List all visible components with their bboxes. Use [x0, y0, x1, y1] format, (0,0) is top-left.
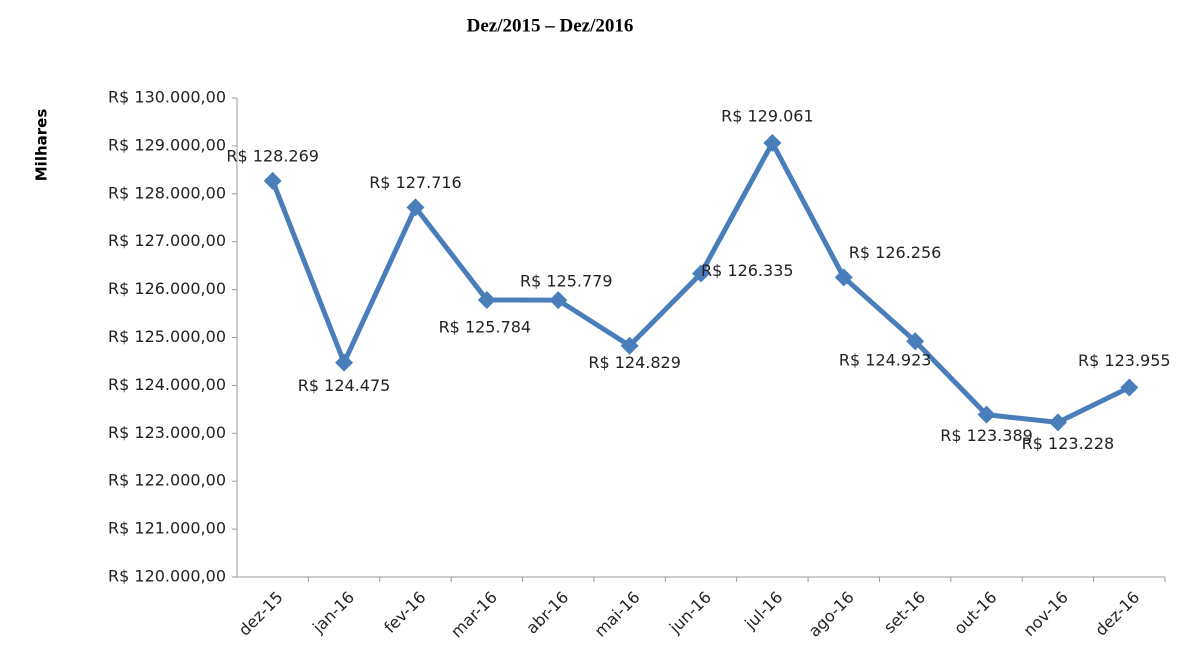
y-tick-label: R$ 122.000,00: [108, 471, 226, 490]
data-label: R$ 124.923: [839, 351, 932, 370]
chart-title: Dez/2015 – Dez/2016: [467, 15, 634, 36]
marker: [549, 291, 568, 310]
x-tick-label: ago-16: [805, 588, 858, 641]
y-tick-label: R$ 128.000,00: [108, 183, 226, 202]
y-tick-label: R$ 123.000,00: [108, 423, 226, 442]
y-tick-label: R$ 124.000,00: [108, 375, 226, 394]
marker: [977, 405, 996, 424]
y-tick-label: R$ 121.000,00: [108, 519, 226, 538]
marker: [406, 198, 425, 217]
x-tick-label: set-16: [880, 588, 929, 637]
marker: [477, 290, 496, 309]
x-tick-label: mar-16: [447, 588, 501, 642]
marker: [1048, 413, 1067, 432]
data-label: R$ 128.269: [226, 146, 319, 165]
marker: [263, 171, 282, 190]
y-tick-label: R$ 126.000,00: [108, 279, 226, 298]
y-axis-title: Milhares: [33, 109, 51, 182]
data-label: R$ 124.475: [298, 376, 391, 395]
x-tick-label: jul-16: [740, 588, 786, 634]
data-label: R$ 126.256: [849, 243, 942, 262]
x-tick-label: dez-16: [1091, 588, 1143, 640]
data-label: R$ 123.228: [1022, 434, 1115, 453]
data-label: R$ 125.779: [520, 272, 613, 291]
data-label: R$ 129.061: [721, 106, 814, 125]
marker: [834, 268, 853, 287]
marker: [692, 264, 710, 283]
x-tick-label: mai-16: [591, 588, 644, 641]
y-tick-label: R$ 125.000,00: [108, 327, 226, 346]
x-tick-label: jun-16: [665, 588, 715, 638]
y-tick-label: R$ 127.000,00: [108, 231, 226, 250]
data-label: R$ 126.335: [701, 261, 794, 280]
x-tick-label: abr-16: [522, 588, 572, 638]
x-tick-label: dez-15: [235, 588, 287, 640]
x-tick-label: jan-16: [308, 588, 358, 638]
x-tick-label: out-16: [950, 588, 1000, 638]
marker: [335, 353, 354, 372]
x-tick-label: fev-16: [380, 588, 429, 637]
y-tick-label: R$ 120.000,00: [108, 567, 226, 586]
data-label: R$ 125.784: [439, 317, 532, 336]
data-label: R$ 124.829: [588, 353, 681, 372]
x-tick-label: nov-16: [1020, 588, 1072, 640]
data-label: R$ 123.389: [940, 426, 1033, 445]
marker: [906, 332, 925, 351]
y-tick-label: R$ 129.000,00: [108, 135, 226, 154]
data-label: R$ 127.716: [369, 173, 462, 192]
marker: [763, 133, 782, 152]
marker: [620, 336, 639, 355]
data-label: R$ 123.955: [1078, 351, 1171, 370]
marker: [1120, 378, 1139, 397]
y-tick-label: R$ 130.000,00: [108, 88, 226, 107]
